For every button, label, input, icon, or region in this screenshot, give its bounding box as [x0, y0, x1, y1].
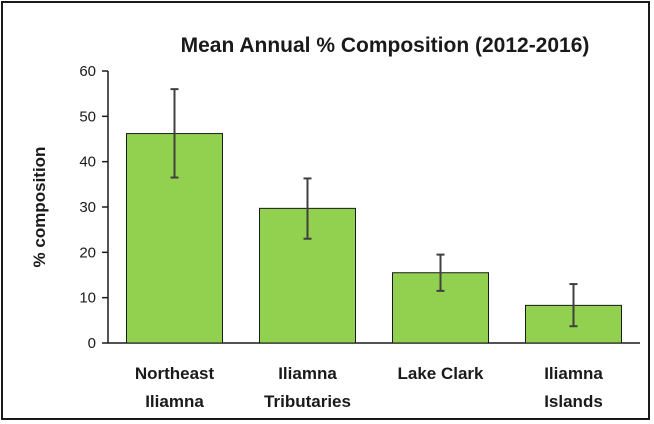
chart-title: Mean Annual % Composition (2012-2016) [181, 34, 590, 57]
category-label: Tributaries [264, 392, 351, 411]
plot-area: 0 10 20 30 40 50 60 Northeast Iliamna Iliamna Trib… [79, 63, 640, 411]
y-tick-label: 0 [88, 335, 96, 352]
y-axis-label: % composition [30, 147, 49, 268]
category-label: Islands [544, 392, 603, 411]
y-tick-label: 60 [79, 63, 96, 80]
category-label: Lake Clark [398, 364, 485, 383]
y-tick-label: 40 [79, 154, 96, 171]
y-tick-label: 10 [79, 290, 96, 307]
category-label: Iliamna [544, 364, 603, 383]
y-tick-label: 50 [79, 108, 96, 125]
category-label: Iliamna [145, 392, 204, 411]
y-tick-label: 20 [79, 244, 96, 261]
category-label: Iliamna [278, 364, 337, 383]
category-label: Northeast [135, 364, 215, 383]
y-tick-label: 30 [79, 199, 96, 216]
